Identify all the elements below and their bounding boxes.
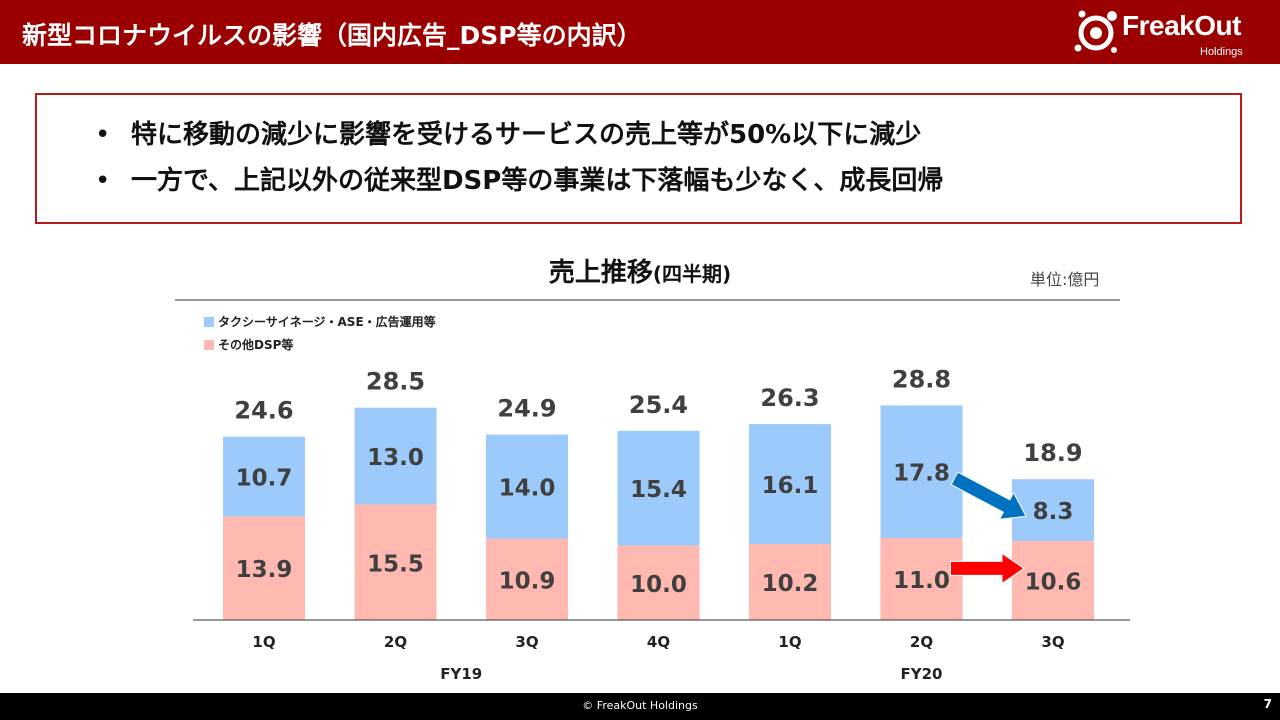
- x-tick-label: 2Q: [384, 633, 407, 651]
- data-label: 8.3: [1033, 499, 1074, 525]
- bar-segment-taxi-signage: [1012, 479, 1094, 542]
- x-tick-label: 3Q: [515, 633, 538, 651]
- bar-segment-other-dsp: [354, 504, 437, 620]
- page-number: 7: [1263, 697, 1272, 711]
- x-tick-label: 3Q: [1041, 633, 1064, 651]
- bar-segment-taxi-signage: [880, 405, 963, 539]
- chart-title-main: 売上推移: [548, 258, 653, 288]
- summary-list: • 特に移動の減少に影響を受けるサービスの売上等が50%以下に減少 • 一方で、上記…: [95, 115, 943, 207]
- decline-arrow-blue: [950, 471, 1027, 520]
- chart-title-suffix: (四半期): [652, 262, 732, 286]
- summary-item-text: 特に移動の減少に影響を受けるサービスの売上等が50%以下に減少: [131, 120, 922, 150]
- total-label: 28.5: [366, 368, 425, 396]
- total-label: 24.6: [234, 397, 293, 425]
- chart-title: 売上推移(四半期): [400, 252, 880, 289]
- freakout-logo-icon: [1074, 10, 1117, 53]
- unit-label: 単位:億円: [1030, 270, 1100, 289]
- bullet-icon: •: [95, 120, 111, 150]
- total-label: 25.4: [629, 391, 688, 419]
- data-label: 14.0: [499, 476, 556, 502]
- total-label: 18.9: [1023, 439, 1082, 467]
- bar-segment-taxi-signage: [617, 430, 700, 546]
- summary-item-text: 一方で、上記以外の従来型DSP等の事業は下落幅も少なく、成長回帰: [131, 166, 944, 196]
- bar-segment-other-dsp: [880, 538, 963, 620]
- data-label: 17.8: [893, 461, 950, 487]
- data-label: 10.9: [499, 568, 556, 594]
- data-label: 15.4: [630, 477, 687, 503]
- data-label: 10.6: [1025, 570, 1082, 596]
- bar-segment-taxi-signage: [354, 407, 437, 505]
- data-label: 13.0: [367, 445, 424, 471]
- bar-segment-taxi-signage: [749, 424, 831, 545]
- bar-segment-other-dsp: [223, 516, 305, 620]
- title-bar: 新型コロナウイルスの影響（国内広告_DSP等の内訳） FreakOut Hold…: [0, 0, 1280, 64]
- summary-box: • 特に移動の減少に影響を受けるサービスの売上等が50%以下に減少 • 一方で、上記…: [35, 93, 1242, 224]
- x-group-label: FY20: [901, 665, 943, 683]
- total-label: 28.8: [892, 365, 951, 393]
- freakout-logo: FreakOut Holdings: [1072, 6, 1268, 62]
- data-label: 10.2: [762, 571, 819, 597]
- data-label: 15.5: [367, 551, 424, 577]
- data-label: 10.7: [236, 466, 293, 492]
- summary-item: • 一方で、上記以外の従来型DSP等の事業は下落幅も少なく、成長回帰: [95, 161, 943, 207]
- bar-segment-other-dsp: [486, 538, 568, 620]
- copyright: © FreakOut Holdings: [582, 699, 698, 712]
- data-label: 10.0: [630, 572, 687, 598]
- logo-subtitle: Holdings: [1200, 46, 1243, 58]
- bar-segment-other-dsp: [749, 544, 831, 620]
- data-label: 13.9: [236, 557, 293, 583]
- bar-segment-other-dsp: [617, 545, 700, 620]
- x-tick-label: 4Q: [647, 633, 670, 651]
- legend-swatch: [204, 340, 214, 350]
- bar-segment-taxi-signage: [223, 436, 305, 517]
- data-label: 11.0: [893, 568, 950, 594]
- page-title: 新型コロナウイルスの影響（国内広告_DSP等の内訳）: [22, 21, 642, 50]
- total-label: 26.3: [760, 384, 819, 412]
- legend-label: タクシーサイネージ・ASE・広告運用等: [218, 314, 436, 329]
- legend-label: その他DSP等: [218, 337, 293, 352]
- x-group-label: FY19: [440, 665, 482, 683]
- growth-arrow-red: [950, 552, 1025, 585]
- logo-name: FreakOut: [1122, 10, 1241, 41]
- bullet-icon: •: [95, 166, 111, 196]
- x-tick-label: 1Q: [778, 633, 801, 651]
- legend-swatch: [204, 317, 214, 327]
- bar-segment-taxi-signage: [486, 434, 568, 539]
- total-label: 24.9: [497, 394, 556, 422]
- bar-segment-other-dsp: [1012, 541, 1094, 620]
- x-tick-label: 2Q: [910, 633, 933, 651]
- x-tick-label: 1Q: [252, 633, 275, 651]
- summary-item: • 特に移動の減少に影響を受けるサービスの売上等が50%以下に減少: [95, 115, 943, 161]
- footer-bar: © FreakOut Holdings 7: [0, 693, 1280, 720]
- data-label: 16.1: [762, 473, 819, 499]
